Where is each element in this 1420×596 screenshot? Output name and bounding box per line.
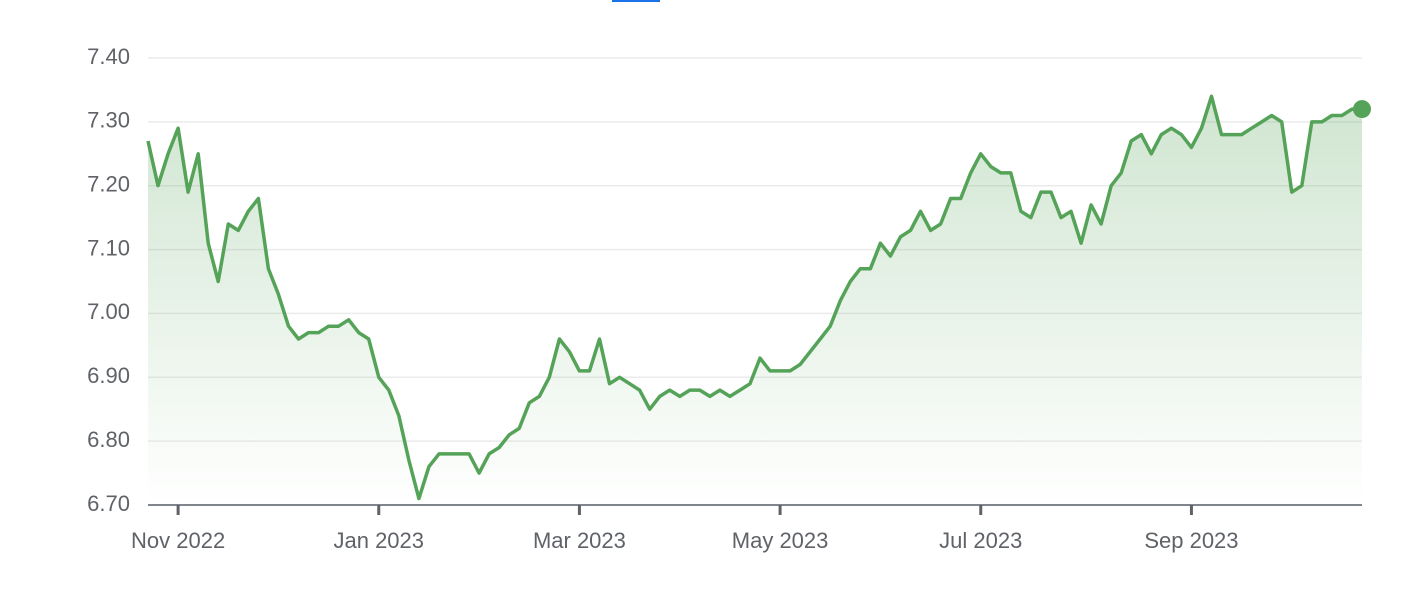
x-tick-label: Jul 2023 [939,528,1022,553]
y-tick-label: 6.80 [87,427,130,452]
x-tick-label: May 2023 [732,528,829,553]
y-tick-label: 7.00 [87,299,130,324]
x-tick-label: Jan 2023 [333,528,424,553]
line [146,94,1362,501]
area [148,96,1362,506]
last-point [1353,100,1371,119]
y-tick-label: 7.10 [87,235,130,260]
y-tick-label: 6.90 [87,363,130,388]
tab-indicator [612,0,660,2]
x-tick-label: Nov 2022 [131,528,225,553]
y-tick-label: 6.70 [87,491,130,516]
x-tick-label: Sep 2023 [1144,528,1238,553]
y-tick-label: 7.30 [87,108,130,133]
y-tick-label: 7.40 [87,44,130,69]
y-tick-label: 7.20 [87,172,130,197]
x-tick-label: Mar 2023 [533,528,626,553]
